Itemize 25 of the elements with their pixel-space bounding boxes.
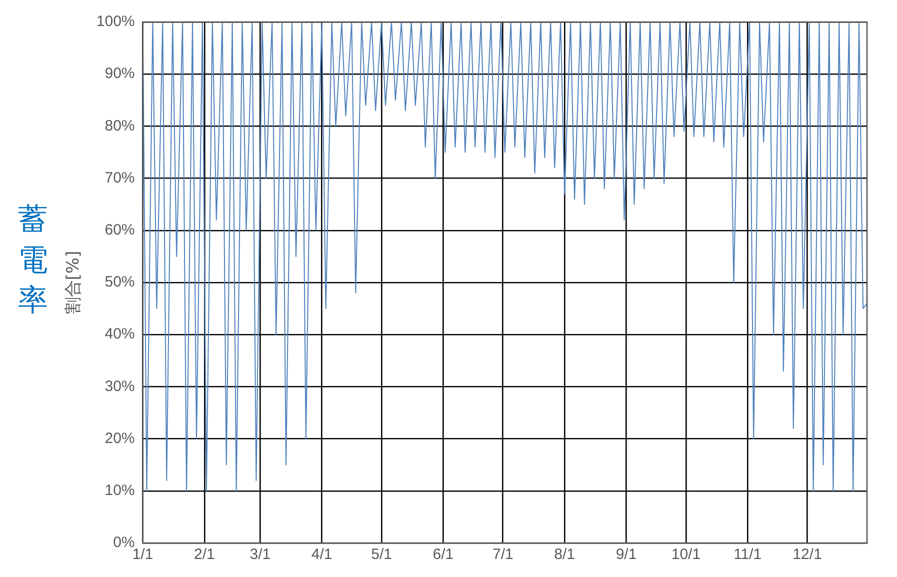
- x-tick-label: 6/1: [432, 546, 454, 564]
- x-tick-label: 12/1: [792, 546, 822, 564]
- y-tick-label: 0%: [113, 534, 135, 552]
- x-tick-label: 7/1: [492, 546, 514, 564]
- y-tick-label: 20%: [104, 430, 135, 447]
- y-tick-label: 50%: [104, 274, 135, 291]
- x-tick-label: 2/1: [194, 546, 215, 564]
- y-tick-label: 80%: [104, 117, 135, 134]
- x-tick-label: 3/1: [250, 546, 271, 564]
- y-tick-label: 70%: [104, 169, 135, 186]
- x-tick-label: 1/1: [132, 546, 154, 564]
- y-tick-label: 10%: [104, 482, 135, 500]
- x-tick-label: 9/1: [616, 546, 637, 564]
- x-tick-label: 11/1: [734, 546, 762, 564]
- y-tick-label: 60%: [104, 222, 135, 239]
- x-tick-label: 10/1: [671, 546, 701, 564]
- y-tick-label: 100%: [96, 13, 135, 30]
- y-tick-label: 30%: [104, 378, 135, 395]
- y-tick-label: 90%: [104, 65, 135, 82]
- y-axis-title: 割合[%]: [64, 250, 84, 314]
- text: 蓄電率: [18, 201, 49, 320]
- x-tick-label: 8/1: [554, 546, 575, 564]
- y-tick-label: 40%: [104, 326, 135, 343]
- x-tick-label: 4/1: [311, 546, 332, 564]
- x-tick-label: 5/1: [371, 546, 392, 564]
